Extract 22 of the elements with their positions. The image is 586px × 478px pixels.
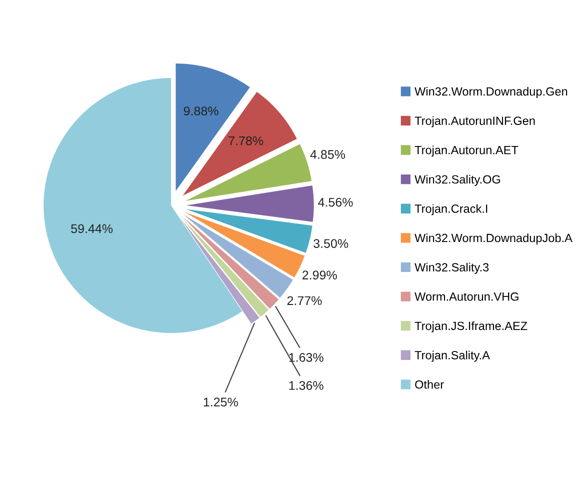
- data-label: 3.50%: [314, 239, 348, 248]
- data-label: 1.63%: [289, 353, 324, 362]
- legend-label: Trojan.Sality.A: [414, 350, 490, 362]
- legend-label: Other: [415, 380, 444, 389]
- legend-label: Trojan.Crack.I: [414, 204, 488, 216]
- legend-label: Win32.Worm.DownadupJob.A: [414, 233, 572, 244]
- legend-label: Win32.Worm.Downadup.Gen: [414, 86, 568, 98]
- legend-label: Win32.Sality.3: [414, 262, 489, 274]
- data-label: 4.85%: [310, 150, 346, 159]
- data-label: 2.99%: [302, 270, 337, 280]
- legend-label: Trojan.Autorun.AET: [414, 146, 518, 157]
- data-label: 2.77%: [287, 296, 322, 306]
- data-label: 1.25%: [204, 398, 238, 406]
- data-label: 1.36%: [289, 381, 324, 390]
- legend-label: Trojan.AutorunINF.Gen: [414, 116, 535, 128]
- data-label: 59.44%: [71, 224, 113, 234]
- data-label: 4.56%: [318, 198, 353, 207]
- data-label: 9.88%: [184, 106, 218, 116]
- legend-label: Trojan.JS.Iframe.AEZ: [414, 321, 528, 332]
- legend-label: Win32.Sality.OG: [414, 174, 500, 186]
- data-label: 7.78%: [228, 136, 264, 146]
- legend-label: Worm.Autorun.VHG: [414, 292, 518, 301]
